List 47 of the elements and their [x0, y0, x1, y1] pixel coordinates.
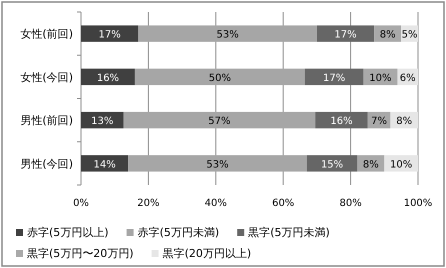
bar: [316, 25, 374, 42]
data-label: 53%: [206, 159, 229, 170]
bar: [315, 112, 368, 128]
bar: [134, 68, 305, 86]
data-label: 13%: [91, 116, 114, 128]
y-tick-label: 男性(今回): [20, 157, 73, 170]
data-label: 17%: [322, 72, 346, 84]
data-label: 5%: [402, 30, 418, 41]
data-label: 15%: [320, 159, 344, 170]
data-label: 16%: [330, 116, 353, 128]
data-label: 10%: [390, 159, 412, 170]
x-tick-label: 20%: [137, 198, 160, 209]
bar: [304, 68, 364, 86]
legend-label: 黒字(20万円以上): [162, 247, 252, 260]
data-label: 6%: [400, 72, 416, 84]
legend-label: 黒字(5万円〜20万円): [27, 247, 134, 260]
data-label: 10%: [369, 72, 392, 84]
legend-label: 黒字(5万円未満): [248, 226, 330, 239]
y-tick-label: 男性(前回): [20, 114, 73, 128]
bar: [81, 68, 135, 86]
data-label: 8%: [362, 159, 379, 170]
bar: [81, 25, 138, 42]
bar: [138, 25, 317, 42]
data-label: 57%: [208, 116, 230, 128]
data-label: 17%: [98, 30, 121, 41]
bar: [123, 112, 316, 128]
data-label: 14%: [93, 159, 116, 170]
data-label: 53%: [216, 30, 239, 41]
bar: [128, 155, 307, 172]
legend-label: 赤字(5万円未満): [138, 226, 220, 239]
data-label: 8%: [396, 116, 412, 128]
data-label: 8%: [380, 30, 396, 41]
bar: [306, 155, 358, 172]
x-tick-label: 100%: [404, 198, 432, 209]
data-label: 50%: [208, 72, 231, 84]
x-tick-label: 60%: [272, 198, 294, 209]
legend-label: 赤字(5万円以上): [27, 226, 109, 239]
x-tick-label: 80%: [339, 198, 362, 209]
y-tick-label: 女性(前回): [20, 28, 73, 41]
y-tick-label: 女性(今回): [20, 70, 73, 84]
data-label: 7%: [371, 116, 388, 128]
data-label: 17%: [334, 30, 357, 41]
x-tick-label: 40%: [204, 198, 227, 209]
data-label: 16%: [96, 72, 120, 84]
bar: [81, 155, 128, 172]
x-tick-label: 0%: [73, 198, 89, 209]
bar: [81, 112, 124, 128]
